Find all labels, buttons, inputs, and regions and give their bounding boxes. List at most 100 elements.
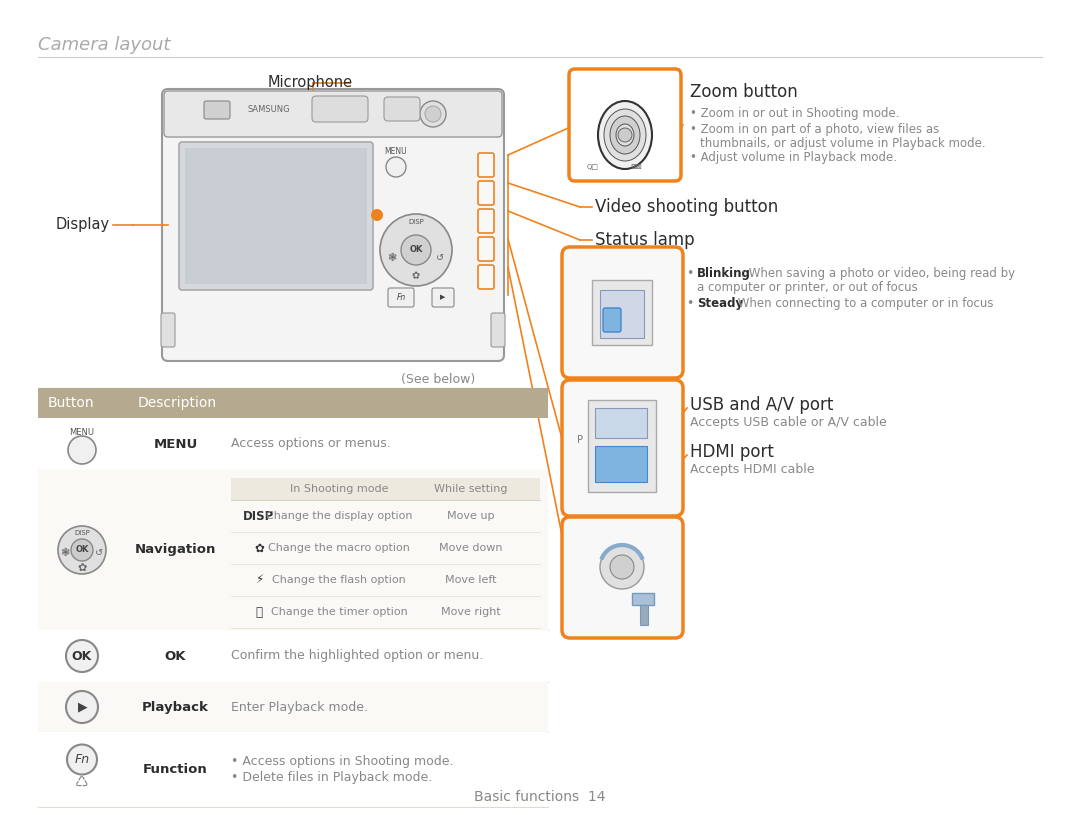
- Text: DISP: DISP: [75, 530, 90, 536]
- Bar: [38, 388, 548, 418]
- Text: Enter Playback mode.: Enter Playback mode.: [231, 701, 368, 713]
- Ellipse shape: [616, 124, 634, 146]
- Text: Change the timer option: Change the timer option: [271, 607, 407, 617]
- Bar: [600, 290, 644, 338]
- FancyBboxPatch shape: [162, 89, 504, 361]
- FancyBboxPatch shape: [562, 517, 683, 638]
- Text: Access options or menus.: Access options or menus.: [231, 438, 391, 451]
- Text: ⚡: ⚡: [255, 574, 264, 587]
- Text: •: •: [687, 267, 699, 280]
- Circle shape: [401, 235, 431, 265]
- Bar: [38, 682, 548, 732]
- Circle shape: [68, 436, 96, 464]
- Ellipse shape: [598, 101, 652, 169]
- Text: ✿: ✿: [411, 271, 420, 281]
- Text: Navigation: Navigation: [135, 544, 216, 557]
- Text: Fn: Fn: [396, 293, 406, 302]
- FancyBboxPatch shape: [478, 153, 494, 177]
- Bar: [640, 605, 648, 625]
- Text: ❃: ❃: [388, 253, 396, 263]
- Circle shape: [372, 209, 383, 221]
- Text: ⌛: ⌛: [256, 606, 262, 619]
- Bar: [38, 470, 548, 630]
- Circle shape: [426, 106, 441, 122]
- Text: Zoom button: Zoom button: [690, 83, 798, 101]
- Text: USB and A/V port: USB and A/V port: [690, 396, 834, 414]
- FancyBboxPatch shape: [432, 288, 454, 307]
- Text: DISP: DISP: [243, 509, 274, 522]
- FancyBboxPatch shape: [478, 181, 494, 205]
- FancyBboxPatch shape: [179, 142, 373, 290]
- Circle shape: [618, 128, 632, 142]
- Text: ♺: ♺: [76, 774, 89, 789]
- Bar: [595, 446, 647, 482]
- Text: OK: OK: [76, 545, 89, 554]
- Text: Button: Button: [48, 396, 95, 410]
- Text: Change the display option: Change the display option: [266, 511, 413, 521]
- Text: ⊠⊠: ⊠⊠: [630, 164, 642, 170]
- Text: Blinking: Blinking: [697, 267, 751, 280]
- Text: Microphone: Microphone: [268, 76, 352, 90]
- Bar: [38, 418, 548, 470]
- Text: Status lamp: Status lamp: [595, 231, 694, 249]
- Text: Move up: Move up: [447, 511, 495, 521]
- Text: P: P: [577, 435, 583, 445]
- Text: Steady: Steady: [697, 297, 743, 310]
- Text: Move down: Move down: [440, 543, 503, 553]
- Text: ▶: ▶: [78, 701, 87, 713]
- Text: SAMSUNG: SAMSUNG: [248, 104, 291, 113]
- Bar: [588, 400, 656, 492]
- FancyBboxPatch shape: [603, 308, 621, 332]
- Text: Camera layout: Camera layout: [38, 36, 171, 54]
- Circle shape: [386, 157, 406, 177]
- Bar: [38, 732, 548, 807]
- FancyBboxPatch shape: [478, 209, 494, 233]
- FancyBboxPatch shape: [562, 247, 683, 378]
- Text: MENU: MENU: [384, 147, 407, 156]
- FancyBboxPatch shape: [164, 91, 502, 137]
- Bar: [592, 280, 652, 345]
- Circle shape: [71, 539, 93, 561]
- Bar: [595, 408, 647, 438]
- Ellipse shape: [604, 109, 646, 161]
- Text: Accepts HDMI cable: Accepts HDMI cable: [690, 463, 814, 476]
- Circle shape: [58, 526, 106, 574]
- Text: •: •: [687, 297, 699, 310]
- Circle shape: [420, 101, 446, 127]
- Text: Video shooting button: Video shooting button: [595, 198, 779, 216]
- FancyBboxPatch shape: [478, 237, 494, 261]
- Text: a computer or printer, or out of focus: a computer or printer, or out of focus: [697, 281, 918, 294]
- Text: • Zoom in on part of a photo, view files as: • Zoom in on part of a photo, view files…: [690, 123, 940, 136]
- Bar: [632, 593, 654, 605]
- Bar: [231, 478, 540, 500]
- Bar: [38, 630, 548, 682]
- Text: ❃: ❃: [60, 548, 70, 558]
- FancyBboxPatch shape: [185, 148, 367, 284]
- Text: OK: OK: [165, 650, 186, 663]
- Circle shape: [610, 555, 634, 579]
- Text: DISP: DISP: [408, 219, 423, 225]
- FancyBboxPatch shape: [569, 69, 681, 181]
- Text: Playback: Playback: [143, 701, 208, 713]
- Circle shape: [66, 640, 98, 672]
- Text: ✿: ✿: [254, 541, 264, 554]
- Text: ↺: ↺: [95, 548, 103, 558]
- Text: Display: Display: [56, 218, 110, 232]
- Text: Change the flash option: Change the flash option: [272, 575, 406, 585]
- FancyBboxPatch shape: [478, 265, 494, 289]
- FancyBboxPatch shape: [204, 101, 230, 119]
- FancyBboxPatch shape: [312, 96, 368, 122]
- Text: MENU: MENU: [69, 428, 95, 437]
- Text: : When connecting to a computer or in focus: : When connecting to a computer or in fo…: [730, 297, 994, 310]
- FancyBboxPatch shape: [562, 380, 683, 516]
- Text: Basic functions  14: Basic functions 14: [474, 790, 606, 804]
- Text: OK: OK: [409, 245, 422, 254]
- Circle shape: [66, 691, 98, 723]
- Text: Fn: Fn: [75, 753, 90, 766]
- Text: HDMI port: HDMI port: [690, 443, 774, 461]
- Text: • Adjust volume in Playback mode.: • Adjust volume in Playback mode.: [690, 151, 897, 164]
- Text: Confirm the highlighted option or menu.: Confirm the highlighted option or menu.: [231, 650, 483, 663]
- Text: Move left: Move left: [445, 575, 497, 585]
- Text: In Shooting mode: In Shooting mode: [289, 484, 388, 494]
- Text: Move right: Move right: [441, 607, 501, 617]
